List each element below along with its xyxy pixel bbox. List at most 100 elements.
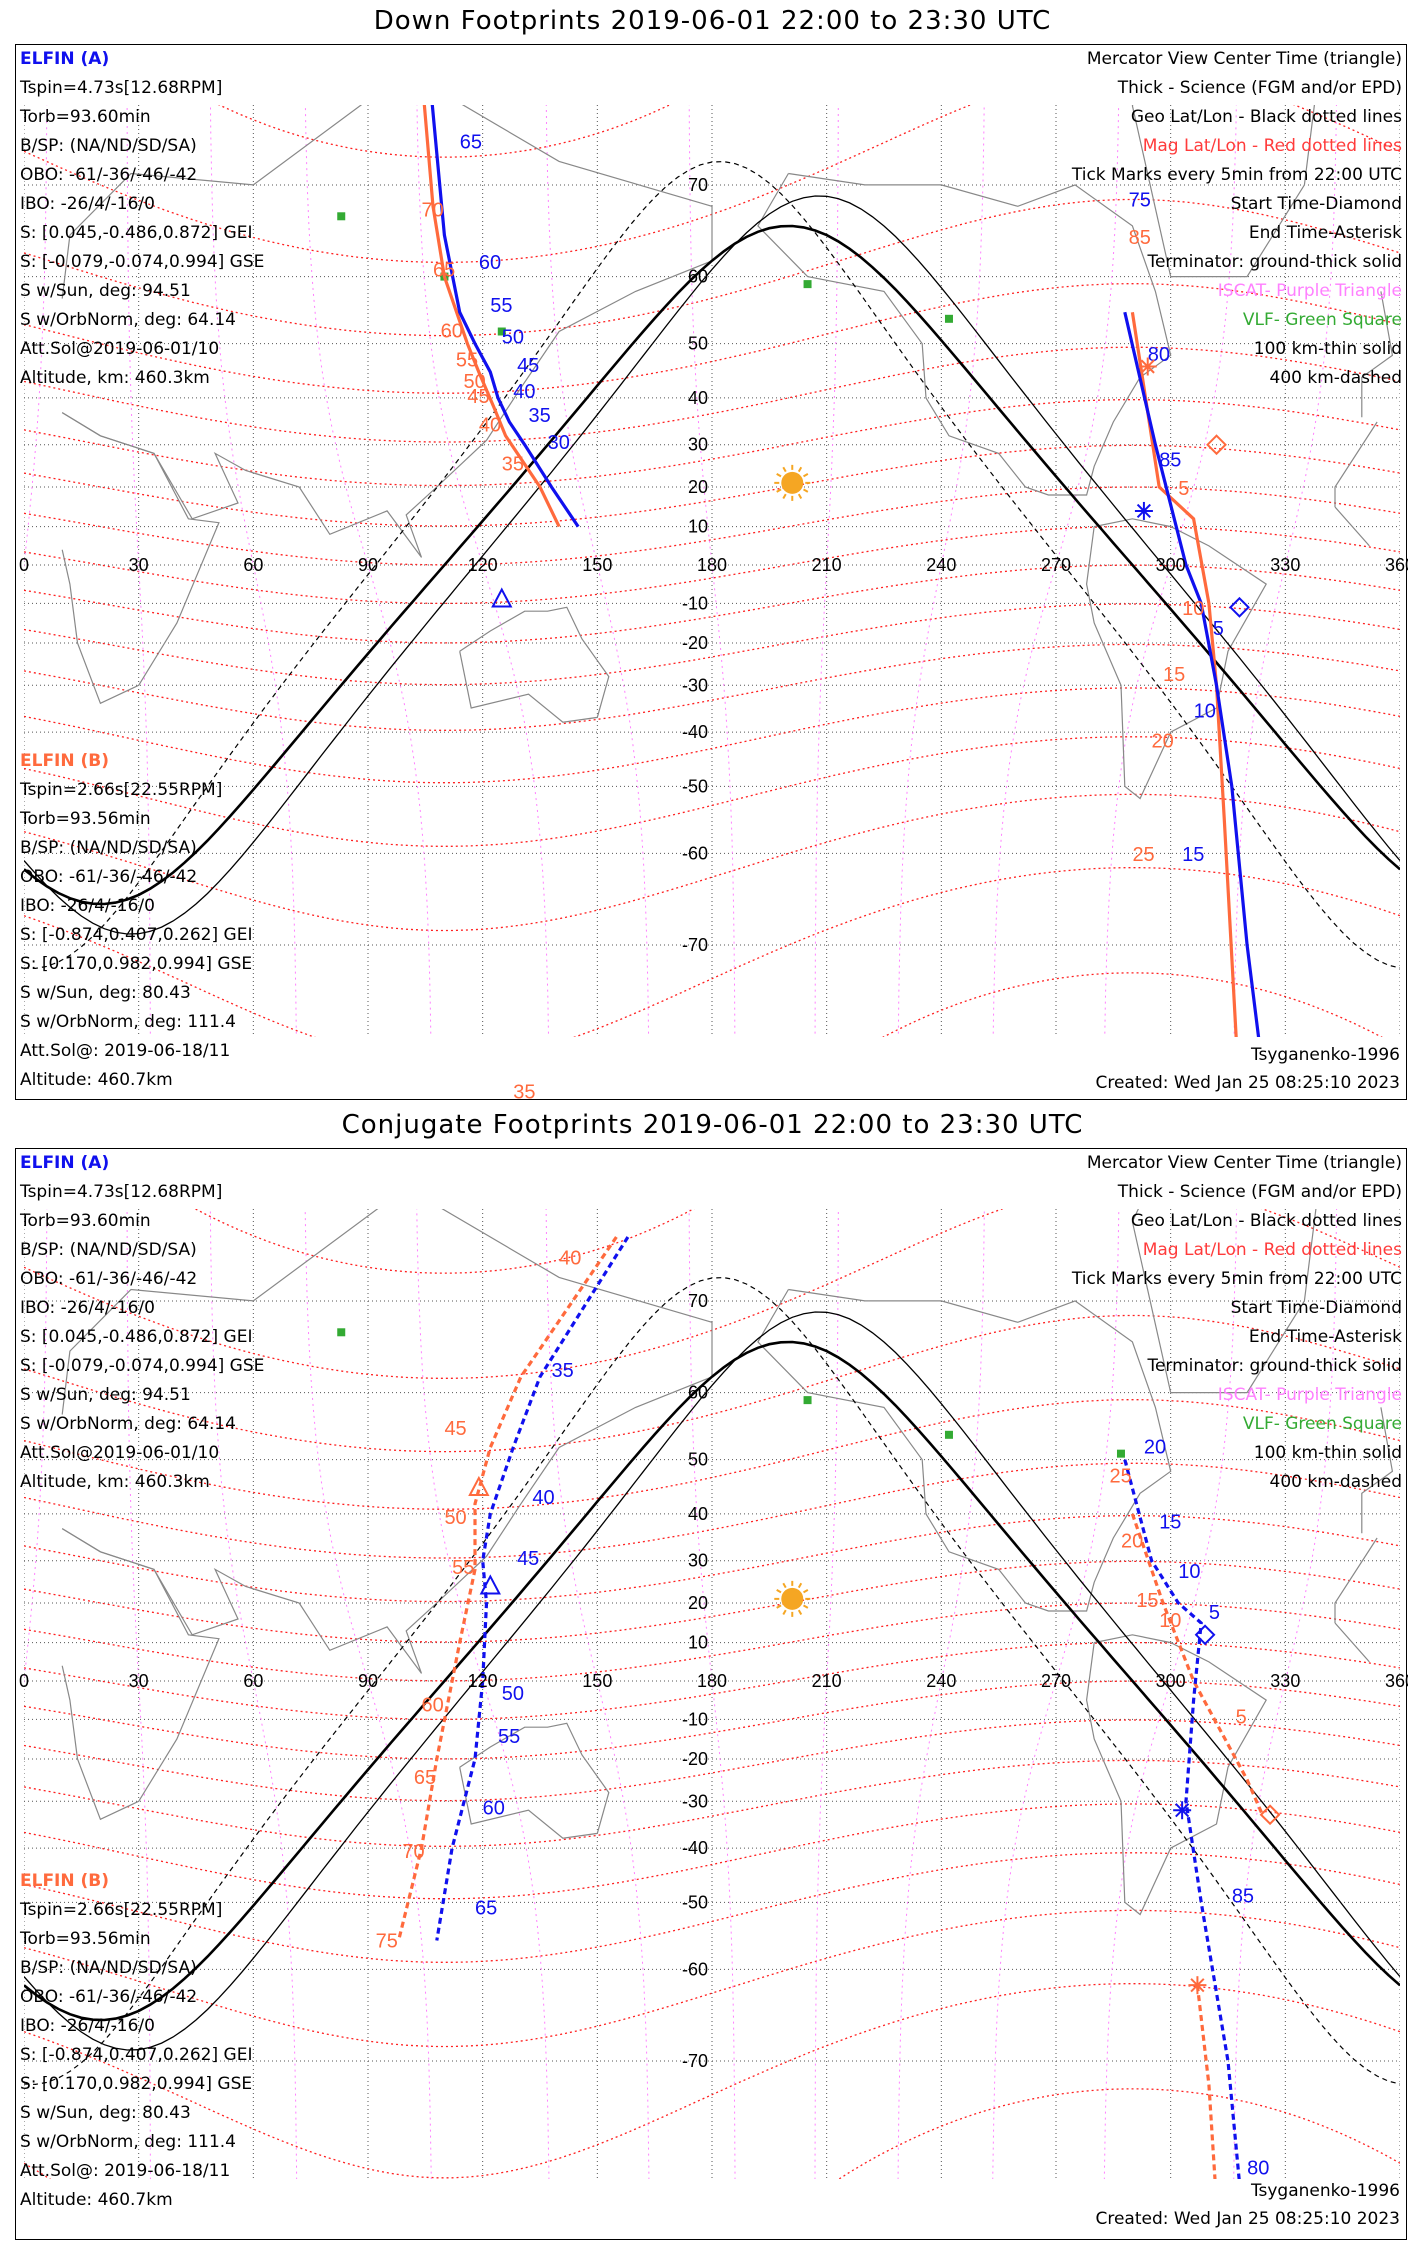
mag-meridian (304, 1209, 432, 2179)
elfin-b-info-conj: ELFIN (B) Tspin=2.66s[22.55RPM] Torb=93.5… (20, 1867, 252, 2215)
mag-lat-line (24, 1909, 1400, 2048)
track-tick-label: 15 (1136, 1590, 1158, 1612)
mag-lat-line (24, 1399, 1400, 1510)
orbit-track (1130, 311, 1238, 1037)
track-tick-label: 25 (1132, 844, 1154, 866)
lat-tick-label: -30 (682, 1791, 708, 1811)
track-tick-label: 10 (1159, 1610, 1181, 1632)
lon-tick-label: 360 (1385, 555, 1408, 575)
track-tick-label: 75 (1129, 189, 1151, 211)
mag-meridian (24, 1209, 48, 1686)
sun-ray (803, 1589, 809, 1594)
lat-tick-label: 30 (688, 435, 708, 455)
legend-item: Thick - Science (FGM and/or EPD) (1117, 78, 1402, 98)
top-map-svg: 6560555045403530706560555045403575808551… (19, 105, 1408, 1101)
track-tick-label: 5 (1236, 1706, 1247, 1728)
lon-tick-label: 270 (1041, 555, 1071, 575)
mag-meridian (814, 105, 839, 1037)
lat-tick-label: -50 (682, 776, 708, 796)
continent-outline (459, 606, 610, 723)
legend-item: End Time-Asterisk (1248, 223, 1402, 243)
start-diamond-icon (1206, 434, 1227, 456)
legend-item: Mag Lat/Lon - Red dotted lines (1142, 1240, 1402, 1260)
track-tick-label: 40 (479, 414, 501, 436)
mag-lat-line (24, 1852, 1400, 1963)
sun-icon (781, 471, 804, 494)
track-tick-label: 60 (483, 1798, 505, 1820)
track-tick-label: 60 (479, 252, 501, 274)
lat-tick-label: -70 (682, 935, 708, 955)
vlf-site-icon (803, 280, 812, 289)
mag-lat-line (24, 687, 1400, 784)
bottom-map-panel: 35 40 45 50 55 60 65 40 45 50 55 60 65 70 75 20 15 10 5 85 8… (15, 1148, 1408, 2240)
sun-icon (781, 1587, 804, 1610)
track-tick-label: 20 (1144, 1437, 1166, 1459)
continent-outline (757, 1288, 1172, 1612)
elfin-a-info-line: S w/Sun, deg: 94.51 (20, 1385, 191, 1405)
lon-tick-label: 240 (926, 555, 956, 575)
mag-meridian (1233, 105, 1337, 1037)
legend-item: Mag Lat/Lon - Red dotted lines (1142, 136, 1402, 156)
continent-outline (61, 1209, 1394, 1674)
vlf-site-icon (1116, 1449, 1125, 1458)
lat-tick-label: -60 (682, 1959, 708, 1979)
lon-tick-label: 150 (582, 1671, 612, 1691)
lat-tick-label: 40 (688, 1504, 708, 1524)
track-tick-label: 5 (1213, 618, 1224, 640)
map-layer (24, 1209, 1400, 2179)
elfin-b-info-line: B/SP: (NA/ND/SD/SA) (20, 1958, 197, 1978)
vlf-site-icon (803, 1396, 812, 1405)
mag-lat-line (24, 603, 1400, 686)
lat-tick-label: -20 (682, 1749, 708, 1769)
mag-lat-line (24, 1602, 1400, 1682)
sun-ray (776, 473, 782, 478)
legend-item: VLF- Green Square (1242, 1414, 1402, 1434)
legend-item: Start Time-Diamond (1230, 194, 1402, 214)
legend-item: Thick - Science (FGM and/or EPD) (1117, 1182, 1402, 1202)
lat-tick-label: 50 (688, 334, 708, 354)
mag-meridian (1103, 1209, 1238, 2179)
elfin-a-info-line: Att.Sol@2019-06-01/10 (20, 1443, 220, 1463)
track-tick-label: 45 (517, 355, 539, 377)
elfin-a-info-line: S: [-0.079,-0.074,0.994] GSE (20, 252, 265, 272)
created-label: Created: Wed Jan 25 08:25:10 2023 (1095, 1073, 1400, 1093)
lat-tick-label: -40 (682, 1838, 708, 1858)
track-tick-label: 15 (1182, 844, 1204, 866)
mag-lat-line (24, 1803, 1400, 1900)
lon-tick-label: 120 (468, 555, 498, 575)
mag-meridian (1104, 105, 1237, 1037)
track-tick-label: 55 (456, 350, 478, 372)
elfin-b-info-line: IBO: -26/4/-16/0 (20, 2016, 155, 2036)
elfin-a-info-line: Altitude, km: 460.3km (20, 1472, 210, 1492)
sun-ray (797, 466, 803, 473)
mag-meridian (416, 1209, 550, 2179)
track-tick-label: 60 (422, 1695, 444, 1717)
elfin-b-info-line: S w/Sun, deg: 80.43 (20, 2103, 191, 2123)
lat-tick-label: 60 (688, 1383, 708, 1403)
legend-item: Geo Lat/Lon - Black dotted lines (1130, 107, 1402, 127)
orbit-track (1130, 1513, 1264, 1816)
lon-tick-label: 60 (243, 1671, 263, 1691)
lon-tick-label: 300 (1156, 1671, 1186, 1691)
mag-lat-line (24, 736, 1400, 847)
mag-lat-line (24, 444, 1400, 527)
legend-item: VLF- Green Square (1242, 310, 1402, 330)
track-tick-label: 65 (475, 1897, 497, 1919)
track-tick-label: 65 (433, 260, 455, 282)
mag-meridian (897, 105, 985, 1037)
lon-tick-label: 90 (358, 555, 378, 575)
terminator-400km (24, 160, 1400, 970)
track-tick-label: 45 (444, 1418, 466, 1440)
lat-tick-label: -70 (682, 2051, 708, 2071)
legend-item: Start Time-Diamond (1230, 1298, 1402, 1318)
elfin-b-info-line: Torb=93.56min (20, 1929, 151, 1949)
track-tick-label: 50 (502, 1683, 524, 1705)
elfin-a-info-line: Altitude, km: 460.3km (20, 368, 210, 388)
elfin-b-info-line: S w/OrbNorm, deg: 111.4 (20, 1012, 237, 1032)
mag-lat-line (24, 1560, 1400, 1643)
center-triangle-icon (468, 1475, 490, 1496)
mag-meridian (992, 105, 1120, 1037)
model-label: Tsyganenko-1996 (1250, 1045, 1400, 1065)
mag-meridian (545, 1209, 650, 2179)
legend-item: Mercator View Center Time (triangle) (1086, 49, 1402, 69)
